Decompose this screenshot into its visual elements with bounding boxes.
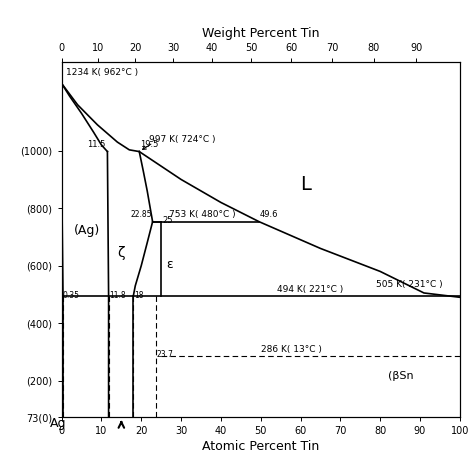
X-axis label: Weight Percent Tin: Weight Percent Tin [202, 27, 319, 40]
Text: 18: 18 [134, 291, 144, 300]
Text: 49.6: 49.6 [260, 210, 278, 219]
Text: 505 K( 231°C ): 505 K( 231°C ) [376, 280, 443, 289]
Text: 11.8: 11.8 [109, 291, 126, 300]
Text: L: L [301, 175, 311, 194]
X-axis label: Atomic Percent Tin: Atomic Percent Tin [202, 440, 319, 453]
Text: 19.5: 19.5 [140, 140, 158, 149]
Text: 11.5: 11.5 [87, 140, 105, 149]
Text: 0.35: 0.35 [63, 291, 80, 300]
Text: ε: ε [166, 258, 173, 272]
Text: ζ: ζ [118, 246, 125, 260]
Text: (βSn: (βSn [388, 371, 414, 381]
Text: 1234 K( 962°C ): 1234 K( 962°C ) [65, 68, 138, 77]
Text: 494 K( 221°C ): 494 K( 221°C ) [277, 284, 343, 293]
Text: 25: 25 [163, 216, 173, 225]
Text: Ag: Ag [50, 417, 66, 430]
Text: 997 K( 724°C ): 997 K( 724°C ) [149, 135, 216, 144]
Text: 22.85: 22.85 [130, 210, 152, 219]
Text: 23.7: 23.7 [157, 350, 173, 359]
Text: (Ag): (Ag) [73, 224, 100, 237]
Text: 753 K( 480°C ): 753 K( 480°C ) [169, 210, 236, 219]
Text: 286 K( 13°C ): 286 K( 13°C ) [261, 345, 321, 354]
